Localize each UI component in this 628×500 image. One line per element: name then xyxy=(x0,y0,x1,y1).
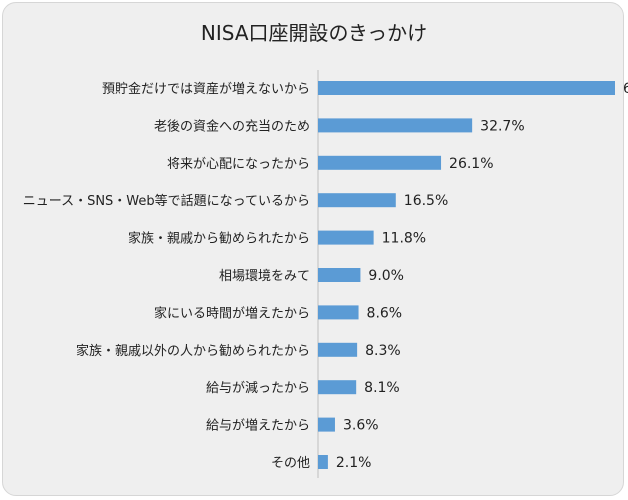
category-label-9: 給与が増えたから xyxy=(206,419,310,434)
category-label-6: 家にいる時間が増えたから xyxy=(154,305,310,321)
category-label-1: 老後の資金への充当のため xyxy=(154,118,310,134)
bar-0 xyxy=(318,81,615,95)
value-label-5: 9.0% xyxy=(368,268,404,284)
category-label-3: ニュース・SNS・Web等で話題になっているから xyxy=(23,193,310,209)
value-labels-group: 63.0% 32.7% 26.1% 16.5% 11.8% 9.0% 8.6% 8.3% 8.1… xyxy=(336,81,628,471)
value-label-4: 11.8% xyxy=(382,231,426,247)
value-label-7: 8.3% xyxy=(365,343,401,359)
value-label-9: 3.6% xyxy=(343,418,379,434)
bar-2 xyxy=(318,155,442,170)
category-label-0: 預貯金だけでは資産が増えないから xyxy=(102,81,310,97)
value-label-8: 8.1% xyxy=(364,380,400,396)
bar-6 xyxy=(318,305,359,320)
bar-4 xyxy=(318,230,374,245)
category-label-8: 給与が減ったから xyxy=(206,380,310,396)
value-label-2: 26.1% xyxy=(449,156,493,172)
bar-8 xyxy=(318,380,357,395)
bar-3 xyxy=(318,193,396,208)
bar-9 xyxy=(318,417,335,432)
category-label-10: その他 xyxy=(271,456,310,471)
bars-group xyxy=(318,81,615,469)
chart-title: NISA口座開設のきっかけ xyxy=(201,21,427,45)
category-labels-group: 預貯金だけでは資産が増えないから老後の資金への充当のため将来が心配になったからニ… xyxy=(23,81,310,471)
value-label-1: 32.7% xyxy=(480,118,524,134)
bar-1 xyxy=(318,118,473,133)
bar-10 xyxy=(318,455,328,469)
bar-7 xyxy=(318,342,358,357)
value-label-6: 8.6% xyxy=(367,305,403,321)
category-label-5: 相場環境をみて xyxy=(219,269,310,284)
value-label-10: 2.1% xyxy=(336,455,372,471)
bar-5 xyxy=(318,268,361,282)
category-label-7: 家族・親戚以外の人から勧められたから xyxy=(76,343,310,359)
value-label-3: 16.5% xyxy=(404,193,448,209)
category-label-2: 将来が心配になったから xyxy=(167,157,310,172)
category-label-4: 家族・親戚から勧められたから xyxy=(128,231,310,247)
value-label-0: 63.0% xyxy=(623,81,628,97)
